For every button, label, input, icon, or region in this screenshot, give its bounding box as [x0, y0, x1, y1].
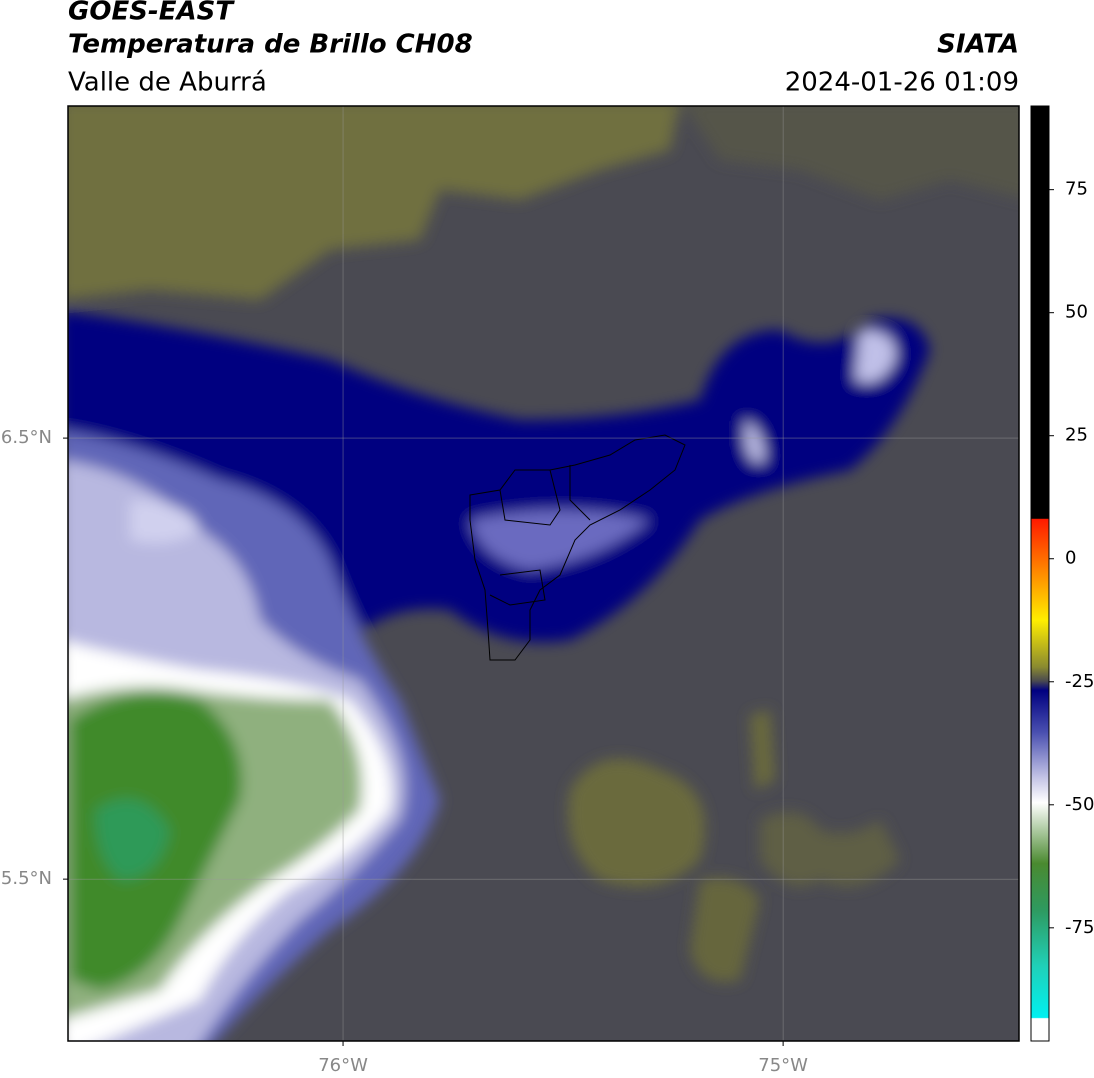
colorbar-tick-label: -75	[1065, 917, 1094, 938]
municipal-boundaries	[469, 434, 686, 661]
colorbar	[1030, 105, 1050, 1042]
source: SIATA	[937, 30, 1019, 60]
lon-label: 75°W	[758, 1055, 808, 1076]
title: GOES-EAST	[68, 0, 235, 27]
region: Valle de Aburrá	[68, 68, 267, 98]
timestamp: 2024-01-26 01:09	[785, 68, 1019, 98]
grid	[63, 106, 1019, 1046]
subtitle: Temperatura de Brillo CH08	[68, 30, 473, 60]
lat-label: 5.5°N	[1, 868, 52, 889]
colorbar-tick-label: 50	[1065, 302, 1088, 323]
colorbar-tick-label: -25	[1065, 671, 1094, 692]
lon-label: 76°W	[318, 1055, 368, 1076]
map-frame	[67, 105, 1020, 1042]
lat-label: 6.5°N	[1, 427, 52, 448]
colorbar-tick-label: 25	[1065, 425, 1088, 446]
colorbar-tick-label: 0	[1065, 548, 1076, 569]
satellite-image	[68, 106, 1019, 1041]
colorbar-tick-label: 75	[1065, 179, 1088, 200]
colorbar-tick-label: -50	[1065, 794, 1094, 815]
